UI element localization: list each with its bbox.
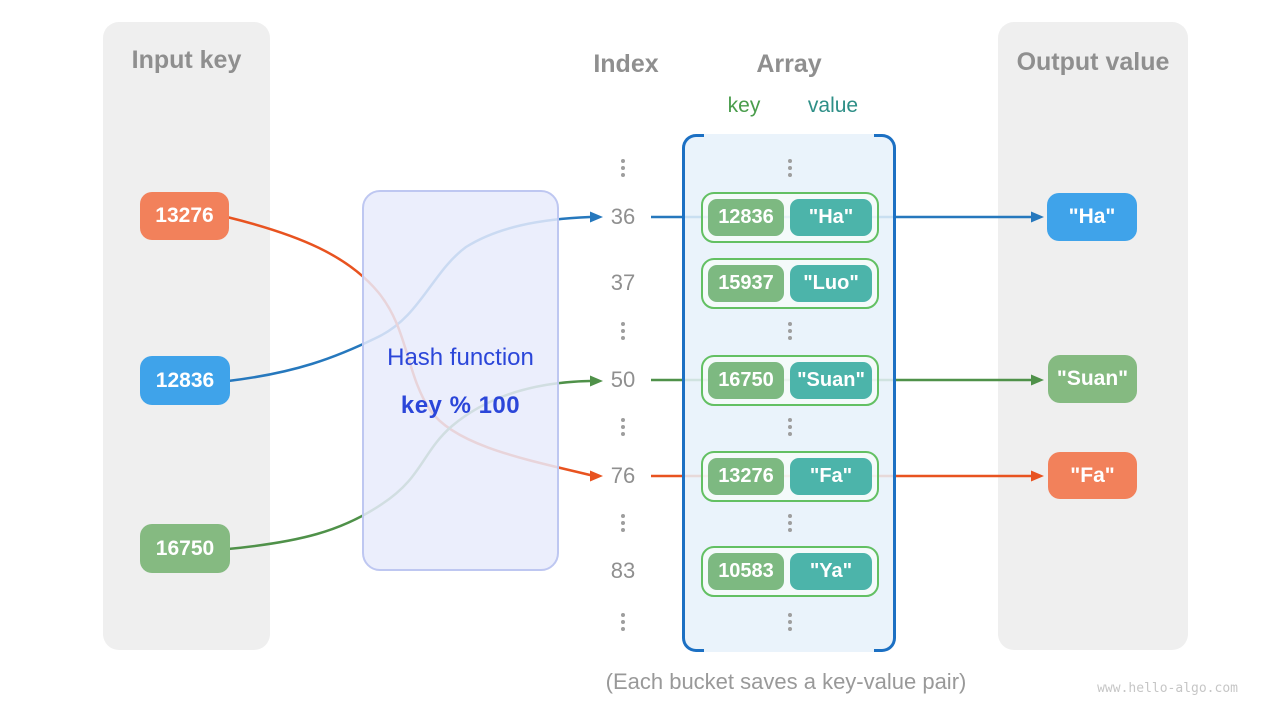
- bucket-36-key: 12836: [708, 199, 784, 236]
- array-ellipsis: [787, 159, 793, 177]
- index-ellipsis: [620, 613, 626, 631]
- bucket-50-key: 16750: [708, 362, 784, 399]
- index-83: 83: [610, 558, 636, 583]
- array-ellipsis: [787, 514, 793, 532]
- arrowhead-orange-index: [590, 470, 603, 482]
- bucket-76-key: 13276: [708, 458, 784, 495]
- array-bracket-right: [874, 134, 896, 652]
- output-value-panel: [998, 22, 1188, 650]
- value-column-label: value: [807, 94, 859, 117]
- input-key-header: Input key: [131, 46, 242, 74]
- index-ellipsis: [620, 322, 626, 340]
- array-ellipsis: [787, 322, 793, 340]
- input-key-12836: 12836: [140, 356, 230, 405]
- arrowhead-blue-index: [590, 211, 603, 223]
- array-ellipsis: [787, 613, 793, 631]
- array-bracket-left: [682, 134, 704, 652]
- arrowhead-green-index: [590, 375, 603, 387]
- index-36: 36: [610, 204, 636, 229]
- index-50: 50: [610, 367, 636, 392]
- bucket-37-key: 15937: [708, 265, 784, 302]
- bucket-37-value: "Luo": [790, 265, 872, 302]
- index-header: Index: [593, 50, 659, 78]
- output-value-ha: "Ha": [1047, 193, 1137, 241]
- input-key-13276: 13276: [140, 192, 229, 240]
- arrowhead-orange-output: [1031, 470, 1044, 482]
- output-value-suan: "Suan": [1048, 355, 1137, 403]
- output-value-fa: "Fa": [1048, 452, 1137, 499]
- index-ellipsis: [620, 514, 626, 532]
- caption: (Each bucket saves a key-value pair): [605, 669, 967, 694]
- bucket-83-value: "Ya": [790, 553, 872, 590]
- index-76: 76: [610, 463, 636, 488]
- input-key-16750: 16750: [140, 524, 230, 573]
- index-37: 37: [610, 270, 636, 295]
- arrowhead-blue-output: [1031, 211, 1044, 223]
- bucket-36-value: "Ha": [790, 199, 872, 236]
- bucket-76-value: "Fa": [790, 458, 872, 495]
- index-ellipsis: [620, 418, 626, 436]
- hash-function-formula: key % 100: [400, 392, 521, 419]
- hash-function-title: Hash function: [387, 344, 534, 371]
- watermark: www.hello-algo.com: [1097, 681, 1238, 696]
- array-ellipsis: [787, 418, 793, 436]
- bucket-83-key: 10583: [708, 553, 784, 590]
- array-header: Array: [756, 50, 822, 78]
- hash-function-box: [362, 190, 559, 571]
- output-value-header: Output value: [1016, 48, 1170, 76]
- index-ellipsis: [620, 159, 626, 177]
- bucket-50-value: "Suan": [790, 362, 872, 399]
- key-column-label: key: [727, 94, 761, 117]
- arrowhead-green-output: [1031, 374, 1044, 386]
